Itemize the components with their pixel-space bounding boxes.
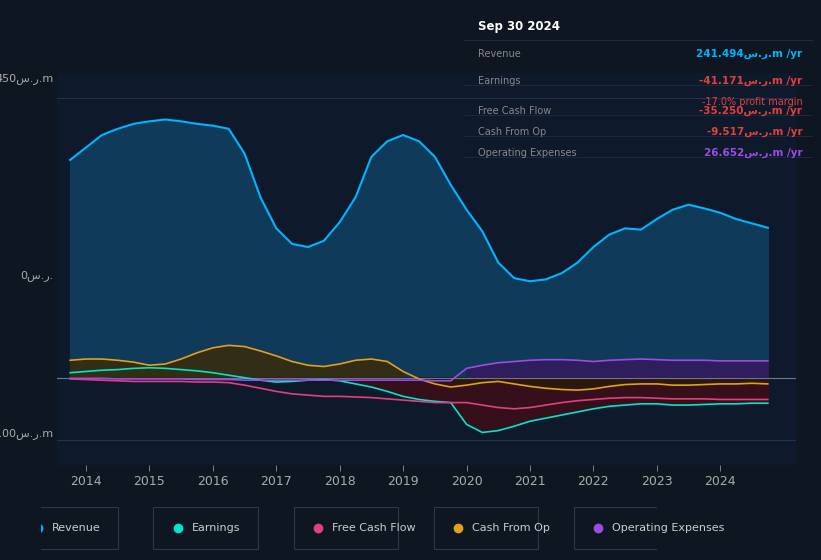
Text: Revenue: Revenue [478, 49, 521, 59]
FancyBboxPatch shape [154, 506, 258, 549]
Text: Operating Expenses: Operating Expenses [478, 148, 576, 157]
Text: Earnings: Earnings [478, 76, 521, 86]
FancyBboxPatch shape [294, 506, 398, 549]
Text: Cash From Op: Cash From Op [478, 127, 546, 137]
Text: 0س.ر.: 0س.ر. [21, 270, 54, 281]
Text: Free Cash Flow: Free Cash Flow [333, 523, 416, 533]
Text: Earnings: Earnings [192, 523, 241, 533]
Text: -9.517س.ر.m /yr: -9.517س.ر.m /yr [707, 127, 802, 137]
FancyBboxPatch shape [13, 506, 118, 549]
Text: Revenue: Revenue [53, 523, 101, 533]
FancyBboxPatch shape [433, 506, 539, 549]
Text: -35.250س.ر.m /yr: -35.250س.ر.m /yr [699, 106, 802, 116]
Text: Cash From Op: Cash From Op [472, 523, 550, 533]
Text: Operating Expenses: Operating Expenses [612, 523, 725, 533]
Text: -100س.ر.m: -100س.ر.m [0, 428, 54, 439]
Text: -17.0% profit margin: -17.0% profit margin [702, 96, 802, 106]
Text: 26.652س.ر.m /yr: 26.652س.ر.m /yr [704, 148, 802, 158]
Text: 241.494س.ر.m /yr: 241.494س.ر.m /yr [696, 49, 802, 59]
Text: Sep 30 2024: Sep 30 2024 [478, 20, 560, 33]
Text: Free Cash Flow: Free Cash Flow [478, 106, 551, 115]
Text: -41.171س.ر.m /yr: -41.171س.ر.m /yr [699, 76, 802, 86]
FancyBboxPatch shape [574, 506, 678, 549]
Text: 450س.ر.m: 450س.ر.m [0, 73, 54, 84]
